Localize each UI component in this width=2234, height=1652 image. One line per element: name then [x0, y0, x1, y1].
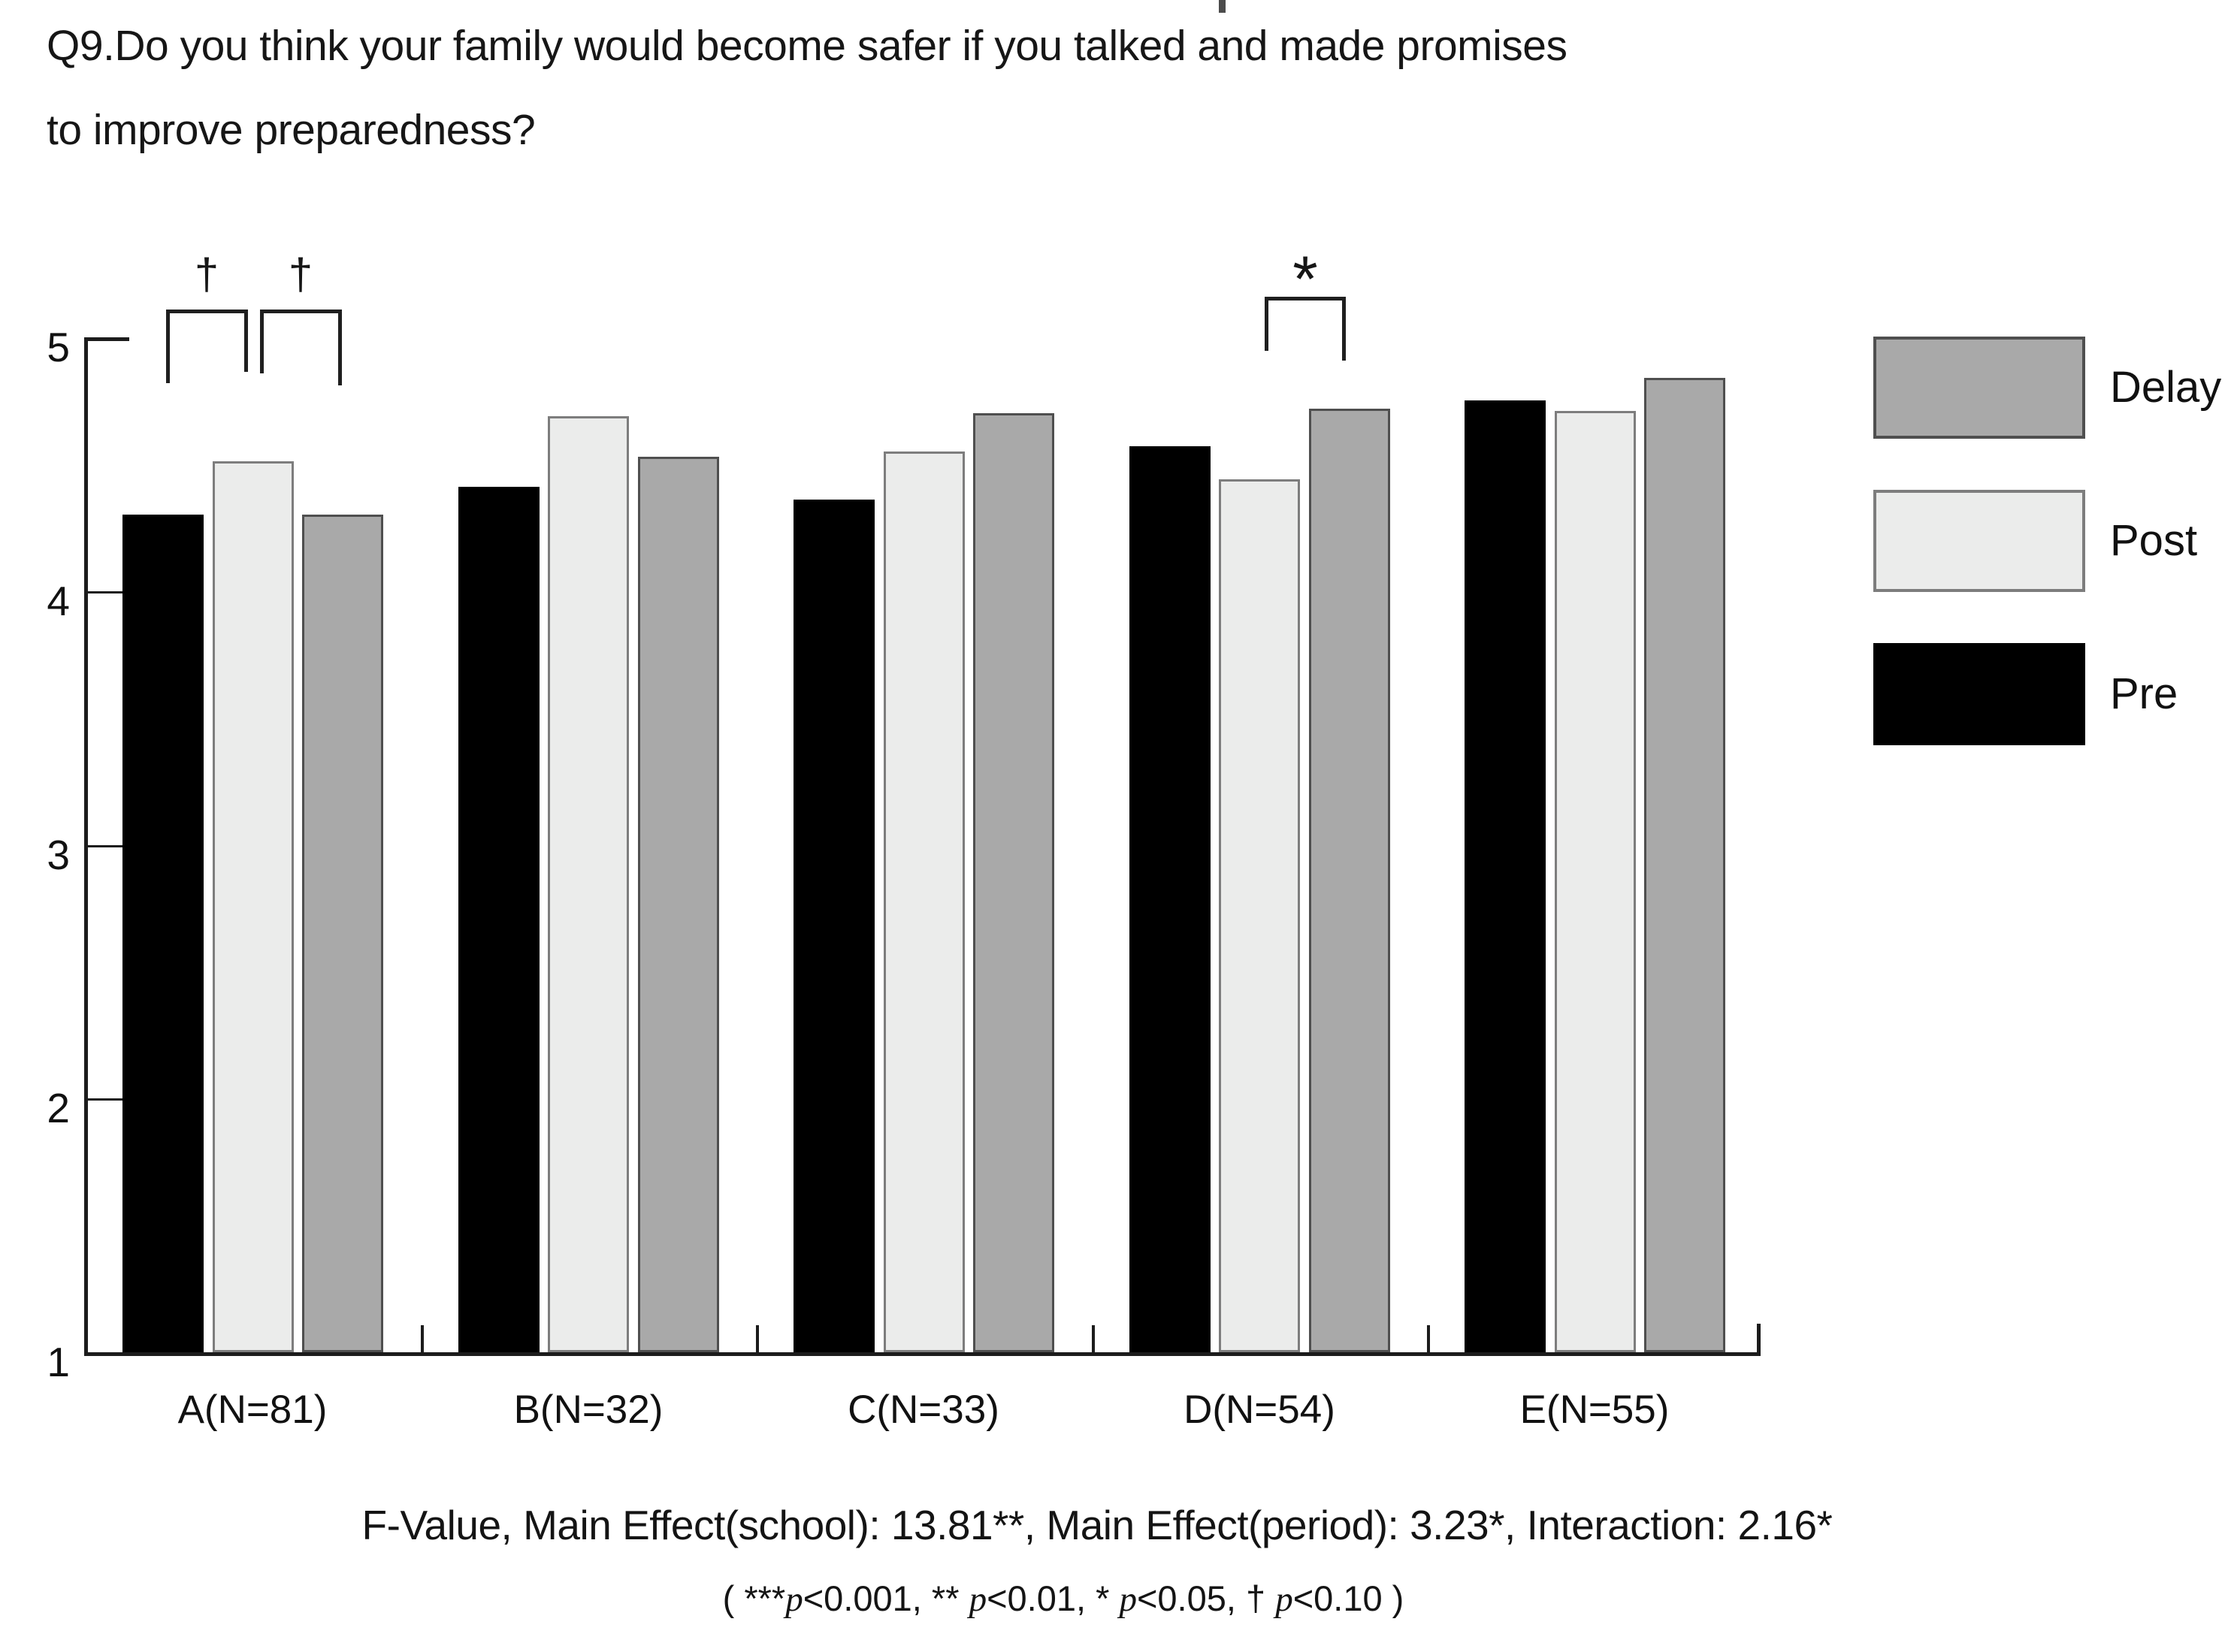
x-axis-label-D: D(N=54) — [1184, 1388, 1335, 1432]
chart-title-line-1: Q9.Do you think your family would become… — [47, 22, 1567, 70]
legend-swatch-pre — [1873, 643, 2085, 745]
y-axis-tick-3 — [86, 845, 122, 847]
x-axis-separator-tick-2 — [756, 1325, 759, 1352]
bar-E-pre — [1465, 400, 1546, 1352]
bar-B-pre — [458, 487, 540, 1352]
legend-swatch-post — [1873, 490, 2085, 592]
y-axis-label-2: 2 — [47, 1085, 70, 1131]
y-axis-label-3: 3 — [47, 832, 70, 878]
x-axis-end-tick — [1757, 1324, 1761, 1352]
bar-D-post — [1219, 479, 1300, 1352]
y-axis-top-tick — [84, 337, 129, 341]
sig-bracket-right-leg-2 — [1342, 297, 1346, 361]
bar-A-delay — [302, 515, 383, 1352]
bar-E-delay — [1644, 378, 1725, 1352]
legend-label-post: Post — [2110, 516, 2198, 565]
bar-A-pre — [122, 515, 204, 1352]
legend-swatch-delay — [1873, 337, 2085, 439]
sig-star-2: * — [1292, 243, 1318, 316]
crop-artifact-mark — [1219, 0, 1226, 13]
y-axis-tick-2 — [86, 1098, 122, 1101]
x-axis-baseline — [84, 1352, 1761, 1356]
y-axis-label-4: 4 — [47, 578, 70, 624]
bar-A-post — [213, 461, 294, 1352]
sig-bracket-right-leg-1 — [338, 310, 342, 385]
sig-bracket-left-leg-1 — [260, 310, 264, 373]
sig-bracket-right-leg-0 — [244, 310, 248, 372]
sig-dagger-1: † — [288, 250, 313, 299]
sig-bracket-left-leg-0 — [166, 310, 170, 383]
sig-bracket-top-2 — [1265, 297, 1346, 301]
sig-dagger-0: † — [194, 250, 219, 299]
bar-C-pre — [794, 500, 875, 1352]
x-axis-label-C: C(N=33) — [848, 1388, 999, 1432]
f-value-summary: F-Value, Main Effect(school): 13.81**, M… — [361, 1502, 1833, 1548]
sig-bracket-top-1 — [260, 310, 342, 313]
bar-D-pre — [1129, 446, 1211, 1352]
legend-label-pre: Pre — [2110, 669, 2178, 718]
sig-bracket-left-leg-2 — [1265, 297, 1268, 351]
legend-label-delay: Delay — [2110, 363, 2222, 412]
bar-C-post — [884, 452, 965, 1352]
y-axis-label-5: 5 — [47, 324, 70, 370]
significance-note: ( ***p<0.001, ** p<0.01, * p<0.05, † p<0… — [722, 1578, 1404, 1619]
chart-title-line-2: to improve preparedness? — [47, 106, 536, 154]
y-axis-label-1: 1 — [47, 1339, 70, 1385]
bar-C-delay — [973, 413, 1054, 1352]
x-axis-label-A: A(N=81) — [177, 1388, 328, 1432]
y-axis-tick-4 — [86, 591, 122, 593]
sig-bracket-top-0 — [166, 310, 248, 313]
bar-B-post — [548, 416, 629, 1352]
x-axis-label-E: E(N=55) — [1519, 1388, 1670, 1432]
x-axis-separator-tick-3 — [1092, 1325, 1095, 1352]
bar-D-delay — [1309, 409, 1390, 1352]
x-axis-label-B: B(N=32) — [513, 1388, 664, 1432]
x-axis-separator-tick-4 — [1427, 1325, 1430, 1352]
bar-B-delay — [638, 457, 719, 1352]
x-axis-separator-tick-1 — [421, 1325, 424, 1352]
bar-E-post — [1555, 411, 1636, 1352]
